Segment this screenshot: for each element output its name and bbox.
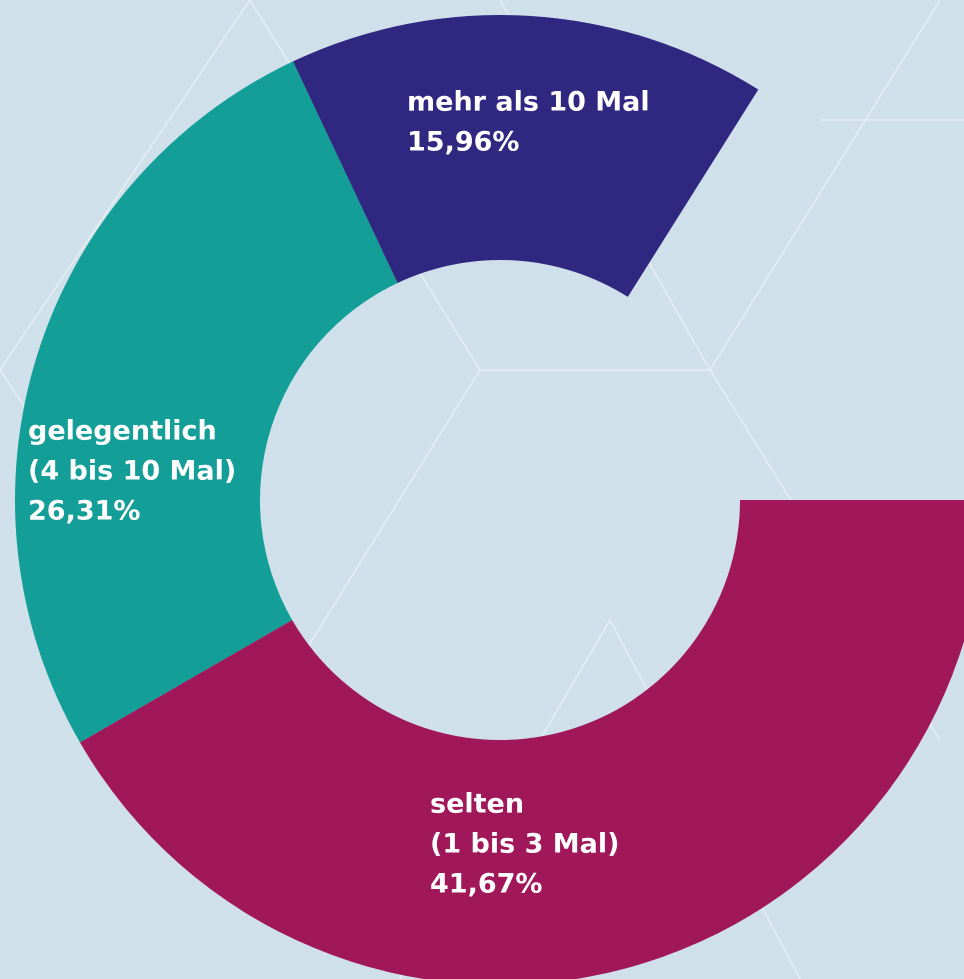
donut-segment	[292, 14, 759, 297]
donut-segment	[14, 61, 398, 743]
segment-label: (4 bis 10 Mal)	[28, 456, 236, 487]
segment-label: gelegentlich	[28, 416, 217, 447]
donut-segment	[79, 500, 964, 979]
segment-label: mehr als 10 Mal	[407, 87, 650, 118]
value-label: 15,96%	[407, 127, 519, 158]
segment-label: selten	[430, 789, 524, 820]
value-label: 26,31%	[28, 496, 140, 527]
value-label: 41,67%	[430, 869, 542, 900]
segment-label: (1 bis 3 Mal)	[430, 829, 619, 860]
